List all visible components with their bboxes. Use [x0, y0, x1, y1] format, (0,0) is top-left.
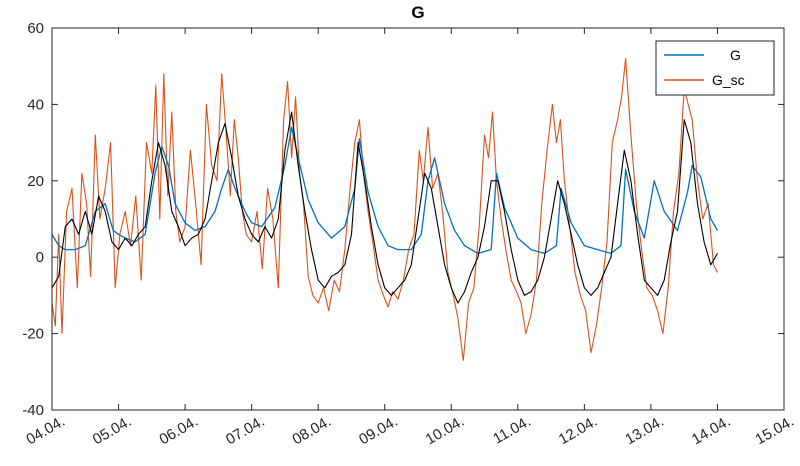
axes-box	[51, 27, 785, 411]
legend-label-g-sc: G_sc	[712, 72, 745, 88]
chart-title: G	[411, 3, 424, 22]
x-tick-label: 13.04.	[622, 413, 667, 449]
y-tick-label: 0	[36, 249, 44, 266]
x-tick-label: 12.04.	[556, 413, 601, 449]
x-tick-label: 14.04.	[689, 413, 734, 449]
y-tick-label: -20	[22, 326, 44, 343]
x-tick-label: 05.04.	[90, 413, 135, 449]
legend-label-g: G	[730, 47, 741, 63]
x-tick-label: 06.04.	[156, 413, 201, 449]
x-tick-label: 07.04.	[223, 413, 268, 449]
series-line-g-sc	[52, 58, 718, 361]
legend-box	[655, 40, 775, 96]
y-tick-label: 20	[27, 173, 44, 190]
y-axis: -40 -20 0 20 40 60	[22, 20, 784, 419]
x-tick-label: 10.04.	[423, 413, 468, 449]
x-tick-label: 09.04.	[356, 413, 401, 449]
y-tick-label: -40	[22, 402, 44, 419]
y-tick-label: 40	[27, 96, 44, 113]
series-line-g	[52, 126, 719, 255]
y-tick-label: 60	[27, 20, 44, 37]
legend: G G_sc	[655, 40, 775, 96]
x-tick-label: 15.04.	[752, 413, 797, 449]
x-tick-label: 11.04.	[490, 413, 534, 448]
x-tick-label: 08.04.	[290, 413, 335, 449]
series-layer	[52, 58, 719, 361]
series-line-smoothed	[52, 111, 718, 304]
